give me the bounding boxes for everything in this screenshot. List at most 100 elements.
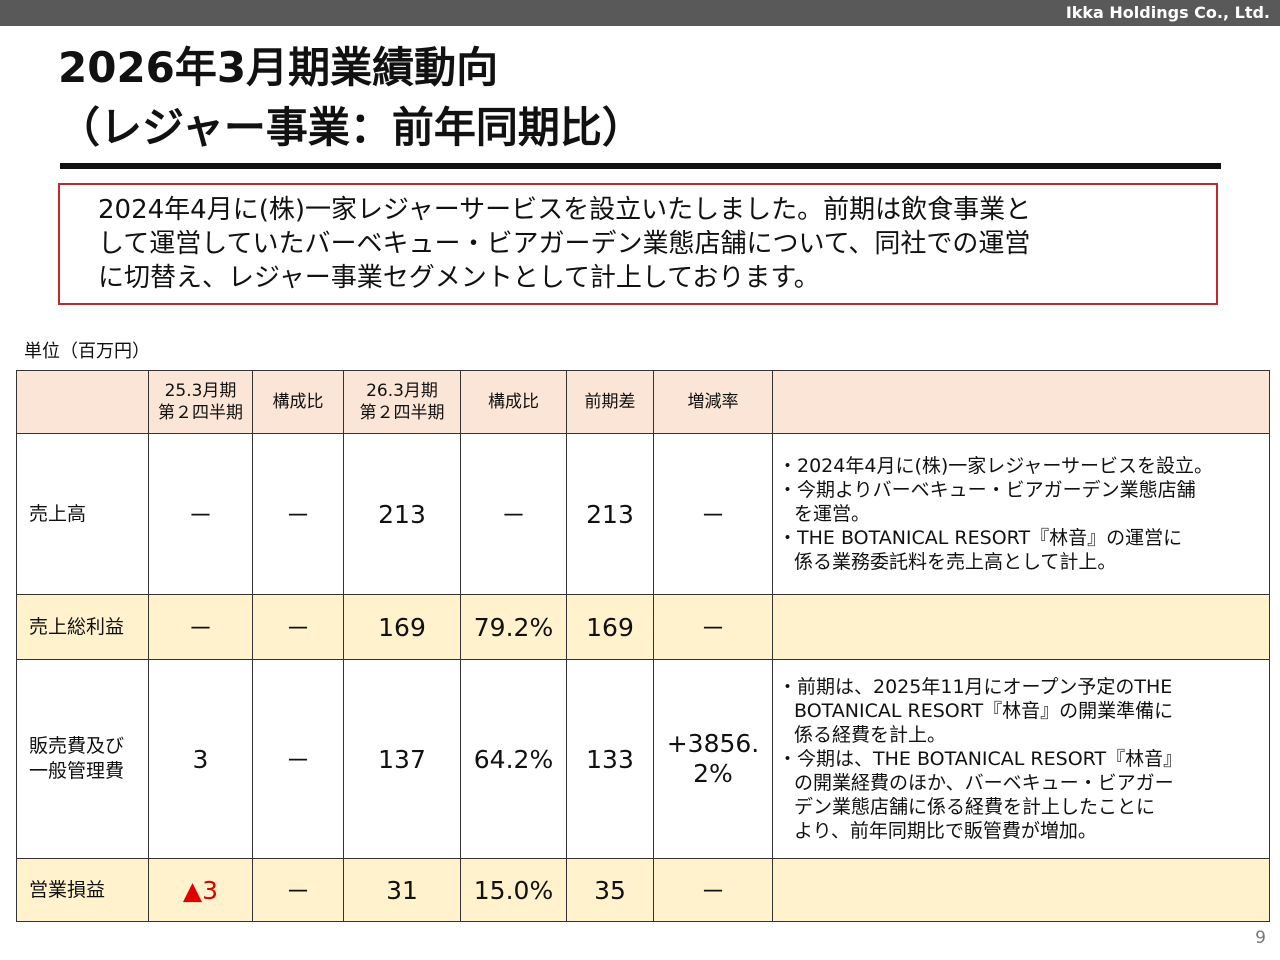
value-cell: 15.0% — [460, 858, 567, 922]
company-name: Ikka Holdings Co., Ltd. — [1065, 3, 1270, 22]
header-cell — [772, 370, 1270, 434]
value: 213 — [378, 499, 426, 529]
note-line: デン業態店舗に係る経費を計上したことに — [794, 796, 1156, 818]
note-line: 係る経費を計上。 — [794, 724, 947, 746]
value: 133 — [586, 744, 634, 774]
value-cell: － — [252, 858, 344, 922]
label-line: 販売費及び — [29, 735, 125, 757]
label-line: 営業損益 — [29, 878, 106, 901]
row-label: 売上高 — [16, 433, 149, 595]
value: +3856.2% — [666, 729, 760, 788]
value: 3 — [192, 744, 209, 774]
value-cell: － — [653, 594, 773, 660]
label-line: 売上高 — [29, 502, 87, 525]
header-text: 前期差 — [584, 392, 636, 412]
value: － — [700, 501, 726, 530]
value-cell: － — [653, 858, 773, 922]
value-cell: ▲3 — [148, 858, 253, 922]
row-label: 営業損益 — [16, 858, 149, 922]
note-line: より、前年同期比で販管費が増加。 — [794, 820, 1097, 842]
note-line: の開業経費のほか、バーベキュー・ビアガー — [794, 772, 1174, 794]
note-cell — [772, 858, 1270, 922]
value: 35 — [594, 875, 626, 905]
value-cell: － — [653, 433, 773, 595]
value: － — [285, 501, 311, 530]
header-text: 構成比 — [272, 392, 324, 412]
value-cell: 79.2% — [460, 594, 567, 660]
value-cell: 213 — [343, 433, 461, 595]
value: － — [700, 614, 726, 643]
value-cell: 137 — [343, 659, 461, 859]
note-cell — [772, 594, 1270, 660]
header-cell: 構成比 — [252, 370, 344, 434]
value: 64.2% — [473, 744, 554, 774]
note-line: ・今期よりバーベキュー・ビアガーデン業態店舗 — [778, 479, 1196, 501]
note-line: ・2024年4月に(株)一家レジャーサービスを設立。 — [778, 455, 1213, 477]
value-cell: － — [252, 433, 344, 595]
page-number: 9 — [1255, 928, 1266, 948]
header-cell — [16, 370, 149, 434]
note-line: ・THE BOTANICAL RESORT『林音』の運営に — [778, 527, 1183, 549]
value-cell: 3 — [148, 659, 253, 859]
value-cell: － — [148, 433, 253, 595]
value: 15.0% — [473, 875, 554, 905]
notice-box: 2024年4月に(株)一家レジャーサービスを設立いたしました。前期は飲食事業とし… — [58, 183, 1218, 305]
value-cell: － — [460, 433, 567, 595]
notice-line: 2024年4月に(株)一家レジャーサービスを設立いたしました。前期は飲食事業と — [98, 195, 1032, 225]
value: 169 — [586, 612, 634, 642]
value-cell: 169 — [566, 594, 654, 660]
header-cell: 構成比 — [460, 370, 567, 434]
header-text: 26.3月期 — [366, 381, 438, 401]
unit-label: 単位（百万円） — [24, 341, 150, 362]
header-text: 第２四半期 — [158, 403, 243, 423]
note-line: を運営。 — [794, 503, 871, 525]
value: － — [500, 501, 526, 530]
results-table: 25.3月期 第２四半期 構成比 26.3月期 第２四半期 構成比 前期差 増減率 売上高－－ 2… — [16, 370, 1270, 922]
value-cell: － — [252, 594, 344, 660]
value: － — [285, 614, 311, 643]
label-line: 一般管理費 — [29, 760, 125, 782]
data-row: 売上高 － － 213 － 213 － ・2024年4月に(株)一家レジャーサービスを設立。・… — [16, 433, 1270, 595]
title-rule — [60, 163, 1221, 169]
row-label: 売上総利益 — [16, 594, 149, 660]
value-cell: 35 — [566, 858, 654, 922]
value: － — [187, 614, 213, 643]
note-cell: ・2024年4月に(株)一家レジャーサービスを設立。 ・今期よりバーベキュー・ビア… — [772, 433, 1270, 595]
value-cell: － — [148, 594, 253, 660]
note-line: ・今期は、THE BOTANICAL RESORT『林音』 — [778, 748, 1183, 770]
header-cell: 25.3月期 第２四半期 — [148, 370, 253, 434]
data-row: 販売費及び 一般管理費 3 － 137 64.2% 133 +3856.2% ・前期は、2025… — [16, 659, 1270, 859]
notice-line: して運営していたバーベキュー・ビアガーデン業態店舗について、同社での運営 — [98, 229, 1031, 259]
title: 2026年3月期業績動向 （レジャー事業：前年同期比） — [58, 38, 644, 158]
note-line: ・前期は、2025年11月にオープン予定のTHE — [778, 676, 1173, 698]
header-text: 増減率 — [687, 392, 739, 412]
value-cell: 169 — [343, 594, 461, 660]
value: ▲3 — [182, 875, 219, 905]
value-cell: 31 — [343, 858, 461, 922]
title-line: 2026年3月期業績動向 — [58, 43, 499, 92]
notice-line: に切替え、レジャー事業セグメントとして計上しております。 — [98, 263, 820, 293]
data-row: 営業損益 ▲3 － 31 15.0% 35 － — [16, 858, 1270, 922]
row-label: 販売費及び一般管理費 — [16, 659, 149, 859]
value: － — [285, 746, 311, 775]
data-row: 売上総利益 － － 169 79.2% 169 － — [16, 594, 1270, 660]
value: 137 — [378, 744, 426, 774]
value: 169 — [378, 612, 426, 642]
header-text: 構成比 — [488, 392, 539, 412]
header-row: 25.3月期 第２四半期 構成比 26.3月期 第２四半期 構成比 前期差 増減率 — [16, 370, 1270, 434]
value: 31 — [386, 875, 418, 905]
value-cell: 64.2% — [460, 659, 567, 859]
value: － — [700, 877, 726, 906]
note-line: 係る業務委託料を売上高として計上。 — [794, 551, 1117, 573]
value-cell: 213 — [566, 433, 654, 595]
value: － — [285, 877, 311, 906]
header-cell: 26.3月期 第２四半期 — [343, 370, 461, 434]
top-bar: Ikka Holdings Co., Ltd. — [0, 0, 1280, 26]
value-cell: +3856.2% — [653, 659, 773, 859]
value-cell: － — [252, 659, 344, 859]
title-line: （レジャー事業：前年同期比） — [58, 103, 644, 152]
header-text: 25.3月期 — [164, 381, 237, 401]
value-cell: 133 — [566, 659, 654, 859]
note-cell: ・前期は、2025年11月にオープン予定のTHE BOTANICAL RESORT… — [772, 659, 1270, 859]
